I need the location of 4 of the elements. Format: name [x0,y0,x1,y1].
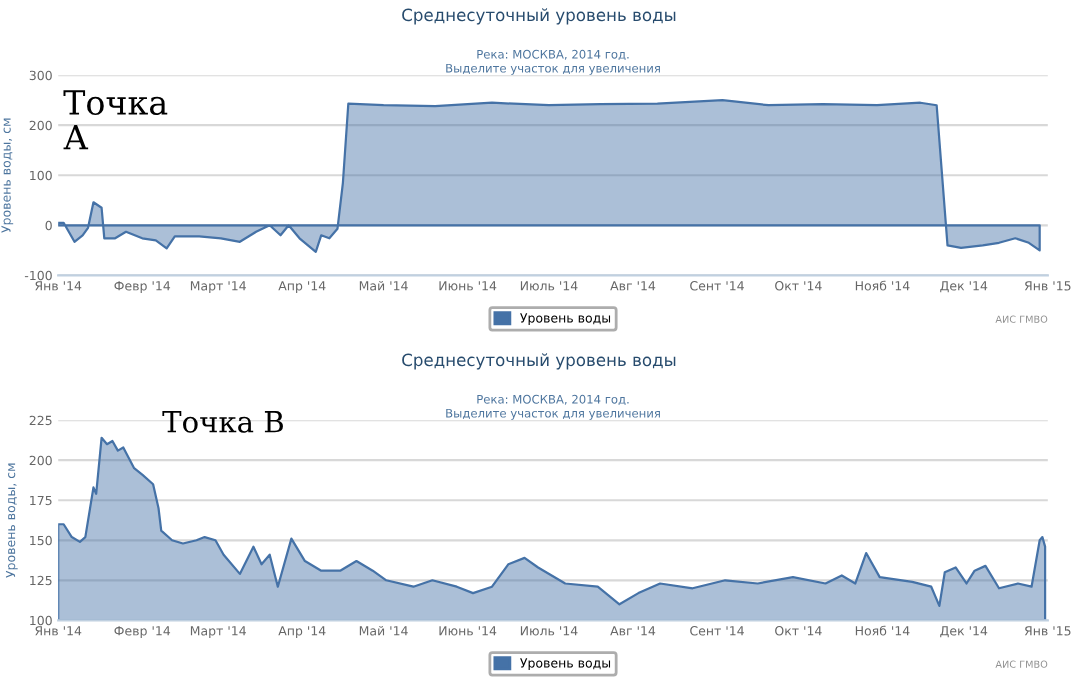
annotation: Точка А [63,90,168,150]
chart-title: Среднесуточный уровень воды [402,353,676,370]
annotation: Точка В [162,411,283,433]
chart-title: Среднесуточный уровень воды [402,8,676,25]
